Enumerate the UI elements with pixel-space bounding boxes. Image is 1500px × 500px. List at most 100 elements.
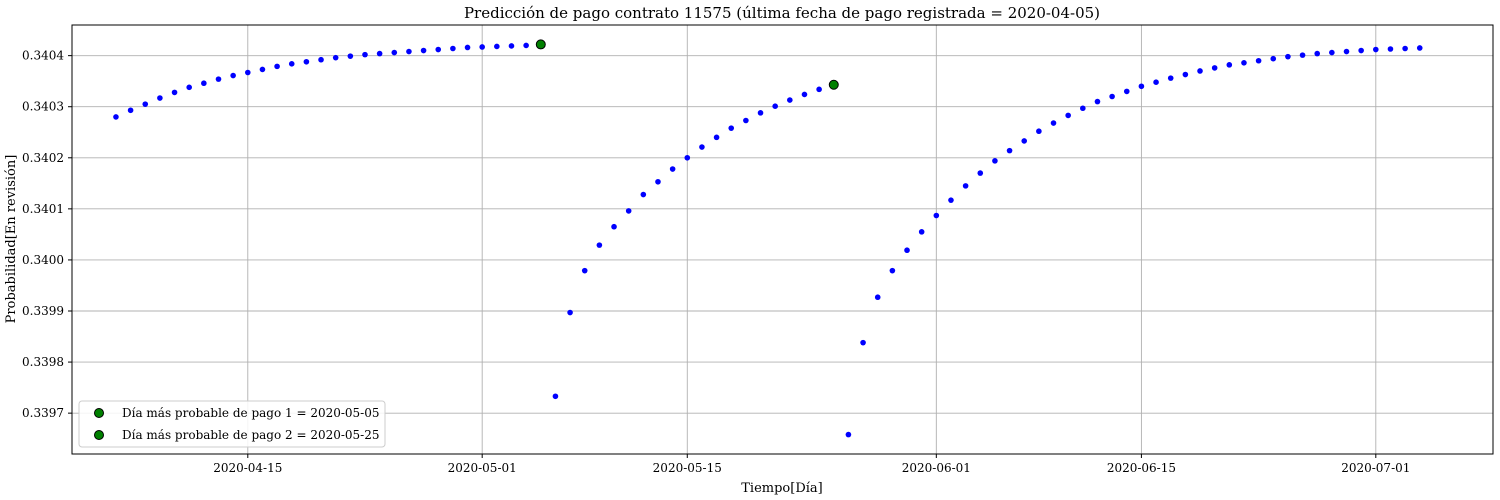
highlight-point <box>828 79 839 90</box>
data-point <box>1241 59 1247 66</box>
highlight-points <box>535 39 839 90</box>
data-point <box>332 54 339 61</box>
data-point <box>1211 65 1218 71</box>
data-point <box>904 247 910 254</box>
data-point <box>655 178 661 185</box>
data-point <box>567 309 573 316</box>
data-point <box>318 56 324 63</box>
data-point <box>215 76 222 82</box>
data-point <box>1226 62 1233 68</box>
data-point <box>464 44 471 51</box>
data-point <box>1006 147 1013 154</box>
legend-label-1: Día más probable de pago 1 = 2020-05-05 <box>122 406 380 420</box>
data-point <box>1314 50 1321 57</box>
data-point <box>1123 88 1130 95</box>
data-point <box>611 223 617 230</box>
data-point <box>479 44 485 50</box>
y-tick-label: 0.3398 <box>22 355 64 369</box>
y-tick-label: 0.3400 <box>22 253 64 267</box>
data-point <box>1094 98 1101 105</box>
x-axis-ticks: 2020-04-15 2020-05-01 2020-05-15 2020-06-01… <box>213 454 1410 475</box>
data-point <box>1299 52 1306 58</box>
data-point <box>1255 57 1262 64</box>
legend-marker-2 <box>94 430 104 440</box>
data-point <box>962 183 969 189</box>
data-point <box>230 72 236 79</box>
data-point <box>699 144 705 150</box>
data-point <box>1109 93 1115 100</box>
data-point <box>787 97 793 103</box>
data-point <box>274 63 280 70</box>
data-point <box>992 158 998 164</box>
data-point <box>391 49 398 56</box>
data-point <box>874 294 881 301</box>
data-point <box>376 50 383 57</box>
data-point <box>1358 47 1364 54</box>
x-tick-label: 2020-06-15 <box>1107 461 1176 475</box>
highlight-point <box>535 39 546 50</box>
data-point <box>1065 112 1071 119</box>
data-point <box>127 107 134 114</box>
y-tick-label: 0.3397 <box>22 406 64 420</box>
data-point <box>889 267 896 274</box>
data-point <box>1080 105 1086 112</box>
data-point <box>1373 46 1379 53</box>
data-point <box>1182 71 1189 78</box>
data-point <box>948 197 954 203</box>
plot-frame <box>71 24 1494 455</box>
data-point <box>1270 55 1277 62</box>
y-axis-label: Probabilidad[En revisión] <box>4 155 19 324</box>
data-point <box>420 47 427 54</box>
grid <box>72 25 1493 454</box>
x-tick-label: 2020-07-01 <box>1341 461 1410 475</box>
data-point <box>772 103 778 110</box>
data-point <box>508 43 515 49</box>
data-point <box>1197 68 1203 74</box>
data-point <box>494 43 500 50</box>
data-point <box>757 110 764 116</box>
data-point <box>288 61 295 67</box>
y-tick-label: 0.3402 <box>22 151 64 165</box>
x-axis-label: Tiempo[Día] <box>741 481 822 496</box>
legend-marker-1 <box>94 408 104 418</box>
x-tick-label: 2020-05-15 <box>653 461 722 475</box>
data-point <box>581 267 588 274</box>
data-point <box>596 242 603 248</box>
y-tick-label: 0.3401 <box>22 202 64 216</box>
data-point <box>450 45 456 52</box>
data-point <box>728 125 735 131</box>
data-point <box>801 91 808 98</box>
data-point <box>918 229 925 235</box>
data-point <box>1021 138 1028 144</box>
data-point <box>435 46 442 53</box>
legend: Día más probable de pago 1 = 2020-05-05 … <box>78 400 386 448</box>
data-point <box>933 212 940 219</box>
data-point <box>1329 49 1335 56</box>
data-point <box>347 53 354 59</box>
data-point <box>625 208 632 214</box>
data-point <box>201 80 207 87</box>
data-point <box>845 431 852 438</box>
data-point <box>640 191 647 198</box>
data-point <box>171 89 178 96</box>
data-point <box>303 58 310 65</box>
data-point <box>860 339 866 346</box>
x-tick-label: 2020-06-01 <box>902 461 971 475</box>
data-point <box>816 86 822 93</box>
data-point <box>713 134 720 141</box>
y-tick-label: 0.3404 <box>22 49 64 63</box>
y-tick-label: 0.3403 <box>22 100 64 114</box>
data-point <box>743 117 749 124</box>
data-point <box>977 170 984 176</box>
data-point <box>259 66 266 73</box>
data-point <box>142 101 149 107</box>
data-point <box>684 154 691 161</box>
data-point <box>1402 45 1408 52</box>
data-point <box>1050 120 1057 126</box>
data-point <box>113 114 119 120</box>
y-tick-label: 0.3399 <box>22 304 64 318</box>
chart-title: Predicción de pago contrato 11575 (últim… <box>464 4 1100 22</box>
data-point <box>157 95 163 101</box>
data-point <box>1138 83 1145 90</box>
